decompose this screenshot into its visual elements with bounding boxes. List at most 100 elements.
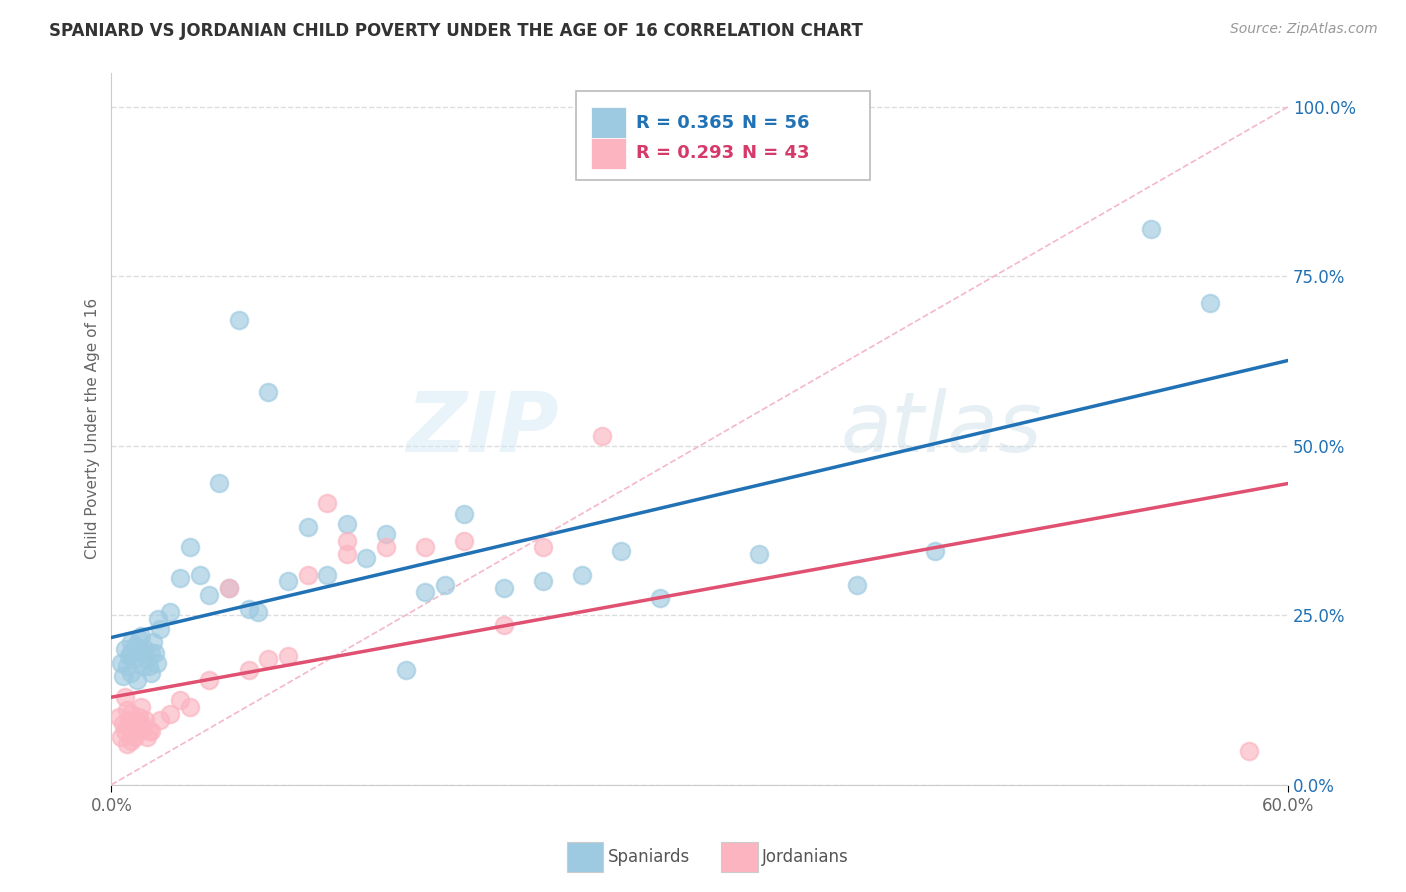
Point [433, 578, 456, 592]
Text: Jordanians: Jordanians [762, 848, 849, 866]
Point [125, 673, 148, 687]
Point [453, 507, 475, 521]
Y-axis label: Child Poverty Under the Age of 16: Child Poverty Under the Age of 16 [86, 298, 100, 559]
Point [591, 428, 613, 442]
Point [115, 737, 138, 751]
Point [413, 584, 436, 599]
Point [120, 646, 142, 660]
Point [571, 567, 593, 582]
Text: ZIP: ZIP [406, 388, 558, 469]
Point [159, 605, 181, 619]
Point [132, 720, 155, 734]
Point [394, 663, 416, 677]
Point [122, 714, 145, 728]
Text: atlas: atlas [841, 388, 1042, 469]
Point [139, 723, 162, 738]
Point [374, 527, 396, 541]
Point [1139, 222, 1161, 236]
Point [112, 669, 135, 683]
Point [277, 574, 299, 589]
Point [149, 622, 172, 636]
Point [531, 541, 554, 555]
Point [208, 476, 231, 491]
Point [650, 591, 672, 606]
Point [228, 313, 250, 327]
Point [124, 639, 146, 653]
Point [145, 656, 167, 670]
Point [118, 714, 141, 728]
Text: N = 43: N = 43 [742, 145, 810, 162]
Point [139, 646, 162, 660]
Point [143, 646, 166, 660]
Point [297, 567, 319, 582]
Point [1198, 296, 1220, 310]
Text: R = 0.293: R = 0.293 [636, 145, 734, 162]
Point [128, 710, 150, 724]
Point [316, 496, 339, 510]
Point [120, 635, 142, 649]
Point [845, 578, 868, 592]
Point [531, 574, 554, 589]
Point [108, 710, 131, 724]
Point [453, 533, 475, 548]
Text: Source: ZipAtlas.com: Source: ZipAtlas.com [1230, 22, 1378, 37]
Point [356, 550, 378, 565]
Point [138, 659, 160, 673]
Point [336, 516, 359, 531]
Point [277, 648, 299, 663]
Point [124, 731, 146, 745]
Point [115, 703, 138, 717]
Point [179, 699, 201, 714]
Text: R = 0.365: R = 0.365 [636, 114, 734, 132]
Point [129, 699, 152, 714]
Point [120, 665, 142, 680]
Point [169, 571, 191, 585]
Point [129, 716, 152, 731]
Point [1237, 744, 1260, 758]
FancyBboxPatch shape [592, 107, 626, 138]
Point [924, 544, 946, 558]
Point [132, 659, 155, 673]
FancyBboxPatch shape [592, 137, 626, 169]
Point [110, 731, 132, 745]
Point [316, 567, 339, 582]
Point [115, 659, 138, 673]
Point [218, 581, 240, 595]
Point [142, 635, 165, 649]
Text: SPANIARD VS JORDANIAN CHILD POVERTY UNDER THE AGE OF 16 CORRELATION CHART: SPANIARD VS JORDANIAN CHILD POVERTY UNDE… [49, 22, 863, 40]
Point [413, 541, 436, 555]
Point [336, 533, 359, 548]
Point [122, 652, 145, 666]
Point [218, 581, 240, 595]
Point [169, 693, 191, 707]
Point [138, 723, 160, 738]
Point [114, 642, 136, 657]
Point [747, 547, 769, 561]
Point [374, 541, 396, 555]
Point [129, 629, 152, 643]
Point [297, 520, 319, 534]
Point [198, 673, 221, 687]
Point [120, 733, 142, 747]
Point [159, 706, 181, 721]
Point [336, 547, 359, 561]
Text: N = 56: N = 56 [742, 114, 810, 132]
Point [139, 665, 162, 680]
Point [188, 567, 211, 582]
FancyBboxPatch shape [576, 91, 870, 180]
Point [238, 663, 260, 677]
Point [118, 648, 141, 663]
Point [135, 652, 157, 666]
Point [492, 618, 515, 632]
Point [492, 581, 515, 595]
Point [247, 605, 270, 619]
Point [125, 723, 148, 738]
Point [135, 731, 157, 745]
Point [120, 727, 142, 741]
Point [129, 646, 152, 660]
Text: Spaniards: Spaniards [607, 848, 689, 866]
Point [257, 384, 280, 399]
Point [118, 720, 141, 734]
Point [257, 652, 280, 666]
Point [134, 714, 156, 728]
